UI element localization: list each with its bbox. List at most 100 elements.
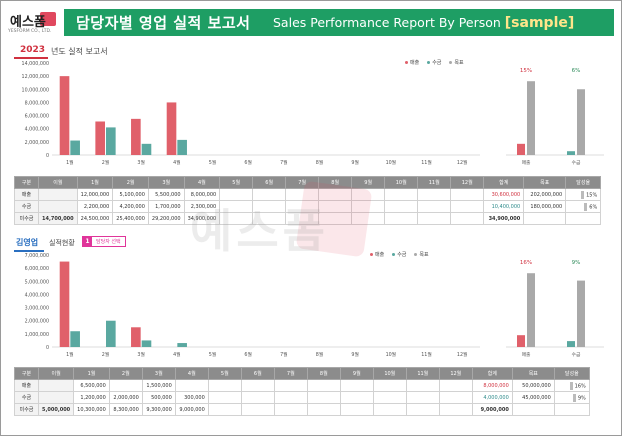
table-row: 수금 1,200,000 2,000,000 500,000 300,000 4,000,… [14,391,590,404]
table-header-cell: 12월 [450,176,485,189]
table-header-cell: 2월 [108,367,143,380]
legend-sales: 매출 [405,59,419,66]
bar-sales [166,102,177,155]
x-tick-label: 8월 [316,351,323,358]
table-cell: 9% [553,391,590,404]
table-header-cell: 3월 [147,176,185,189]
x-tick-label: 12월 [457,351,468,358]
bar-collect [177,139,187,155]
table-cell: 14,700,000 [38,212,78,225]
table-header-cell: 이월 [37,367,75,380]
x-tick-label: 10월 [386,159,397,166]
table-cell [37,379,75,392]
table-header-cell: 4월 [174,367,209,380]
table-cell [511,403,555,416]
table-cell [207,391,242,404]
table-cell: 1,500,000 [141,379,176,392]
table-cell: 5,100,000 [112,188,149,201]
bar-sales [59,76,70,155]
y-tick-label: 10,000,000 [22,87,49,93]
table-cell: 9,000,000 [471,403,513,416]
table-cell [240,391,275,404]
year-underline [14,57,48,59]
chart3-legend: 매출 수금 목표 [370,251,429,258]
bar-collect [141,340,152,347]
table-cell: 4,000,000 [471,391,513,404]
summary-table-2: 구분 이월 1월 2월 3월 4월 5월 6월 7월 8월 9월 10월 11월 12월 합계 목표 달성율 매출… [14,367,590,416]
bar-sales [131,327,141,347]
table-cell [207,379,242,392]
table-row: 미수금 5,000,000 10,300,000 8,300,000 9,300,000… [14,403,590,416]
bar-collect [70,140,80,155]
progress-indicator [569,381,573,390]
table-header-cell: 달성율 [565,176,602,189]
x-tick-label: 7월 [280,159,287,166]
table-cell: 202,000,000 [523,188,567,201]
y-tick-label: 4,000,000 [25,292,49,298]
select-person-button[interactable]: 1 담당자 선택 [82,236,126,247]
table-cell: 12,000,000 [76,188,114,201]
legend-collect: 수금 [392,251,406,258]
table-header-cell: 8월 [318,176,353,189]
y-tick-label: 8,000,000 [25,100,49,106]
table-cell [438,379,473,392]
table-cell: 6% [565,200,602,213]
x-tick-label: 4월 [173,351,180,358]
table-cell: 34,900,000 [183,212,221,225]
table-cell: 30,600,000 [483,188,525,201]
achievement-label: 16% [520,260,532,266]
table-cell: 6,500,000 [73,379,110,392]
x-tick-label: 수금 [572,160,581,166]
achievement-label: 15% [520,68,532,74]
table-cell [384,188,419,201]
table-cell: 10,300,000 [73,403,110,416]
table-cell [450,212,485,225]
x-tick-label: 6월 [244,159,251,166]
table-cell: 8,000,000 [471,379,513,392]
table-row: 미수금 14,700,000 24,500,000 25,400,000 29,200,… [14,212,602,225]
table-cell [405,379,440,392]
table-header-cell: 8월 [306,367,341,380]
table-cell [450,188,485,201]
bar-collect [106,127,116,155]
table-header-cell: 1월 [73,367,110,380]
sample-tag: [sample] [504,15,575,31]
x-tick-label: 2월 [102,351,109,358]
bar-collect [141,143,152,155]
table-cell [405,403,440,416]
table-cell [306,391,341,404]
y-tick-label: 7,000,000 [25,253,49,259]
table-cell [174,379,209,392]
table-cell: 10,400,000 [483,200,525,213]
x-tick-label: 10월 [386,351,397,358]
title-korean: 담당자별 영업 실적 보고서 [76,14,251,32]
table-cell [273,403,308,416]
table-header-cell: 목표 [511,367,555,380]
x-tick-label: 4월 [173,159,180,166]
summary-chart-2: 16% 매출 9% 수금 [506,260,604,358]
person-name[interactable]: 김영업 [16,238,39,247]
table-header-cell: 10월 [384,176,419,189]
bar-actual [517,335,525,347]
table-header-cell: 구분 [14,176,39,189]
table-header-cell: 6월 [252,176,287,189]
table-cell: 29,200,000 [147,212,185,225]
table-header-cell: 6월 [240,367,275,380]
title-banner: 담당자별 영업 실적 보고서 Sales Performance Report … [64,9,614,36]
table-cell [438,403,473,416]
watermark-text: 예스폼 [190,204,329,258]
table-cell: 수금 [14,391,39,404]
table-cell [553,403,590,416]
x-tick-label: 5월 [209,351,216,358]
x-tick-label: 11월 [421,159,432,166]
table-cell: 2,000,000 [108,391,143,404]
x-tick-label: 8월 [316,159,323,166]
monthly-chart-1: 14,000,000 12,000,000 10,000,000 8,000,000 6… [22,61,480,166]
legend-collect: 수금 [427,59,441,66]
table-cell: 매출 [14,379,39,392]
table-cell [273,379,308,392]
table-cell [417,212,452,225]
y-tick-label: 2,000,000 [25,319,49,325]
table-cell: 1,700,000 [147,200,185,213]
table-cell: 1,200,000 [73,391,110,404]
